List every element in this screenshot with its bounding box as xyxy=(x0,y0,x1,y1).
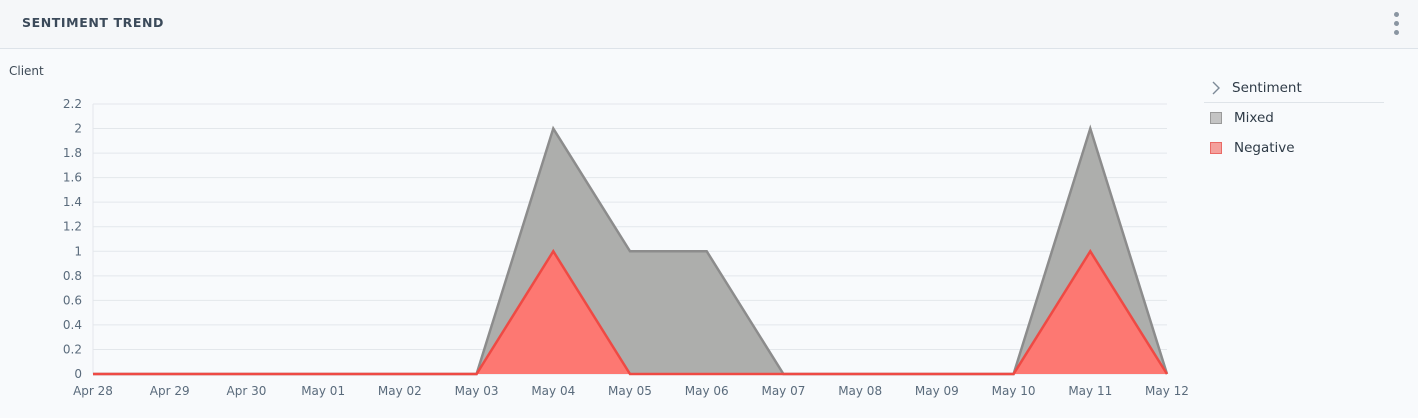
legend-toggle[interactable]: Sentiment xyxy=(1204,74,1384,103)
legend-swatch-mixed xyxy=(1210,112,1222,124)
legend-item-mixed[interactable]: Mixed xyxy=(1204,103,1384,133)
y-tick-label: 0.6 xyxy=(63,293,82,307)
y-tick-label: 1.4 xyxy=(63,195,82,209)
x-tick-label: Apr 29 xyxy=(150,384,190,398)
legend: Sentiment Mixed Negative xyxy=(1204,74,1384,163)
x-tick-label: May 06 xyxy=(685,384,729,398)
legend-swatch-negative xyxy=(1210,142,1222,154)
x-tick-label: May 02 xyxy=(378,384,422,398)
x-tick-label: May 12 xyxy=(1145,384,1189,398)
sentiment-area-chart: 0 0.2 0.4 0.6 0.8 1 1.2 1.4 1.6 1.8 2 2.2 Apr 28 Apr… xyxy=(63,97,1189,398)
legend-label-mixed: Mixed xyxy=(1234,110,1274,126)
x-tick-label: May 09 xyxy=(915,384,959,398)
chevron-right-icon xyxy=(1212,81,1220,95)
legend-item-negative[interactable]: Negative xyxy=(1204,133,1384,163)
card-title: SENTIMENT TREND xyxy=(22,15,165,30)
x-tick-label: May 01 xyxy=(301,384,345,398)
y-tick-label: 1 xyxy=(74,244,82,258)
y-tick-label: 0.2 xyxy=(63,342,82,356)
legend-title: Sentiment xyxy=(1232,80,1302,96)
series-area-negative xyxy=(93,251,1167,374)
x-tick-label: May 04 xyxy=(531,384,575,398)
series-line-negative xyxy=(93,248,1169,376)
y-tick-label: 0 xyxy=(74,367,82,381)
x-tick-label: May 07 xyxy=(761,384,805,398)
x-tick-label: Apr 30 xyxy=(227,384,267,398)
x-tick-label: May 10 xyxy=(992,384,1036,398)
y-tick-label: 2.2 xyxy=(63,97,82,111)
card-header: SENTIMENT TREND xyxy=(0,0,1418,49)
kebab-menu-icon[interactable] xyxy=(1388,10,1404,38)
legend-label-negative: Negative xyxy=(1234,140,1295,156)
y-tick-label: 2 xyxy=(74,122,82,136)
x-tick-label: May 11 xyxy=(1068,384,1112,398)
y-tick-label: 1.6 xyxy=(63,171,82,185)
y-tick-label: 0.4 xyxy=(63,318,82,332)
y-tick-label: 0.8 xyxy=(63,269,82,283)
x-tick-label: Apr 28 xyxy=(73,384,113,398)
x-tick-label: May 03 xyxy=(455,384,499,398)
x-tick-label: May 08 xyxy=(838,384,882,398)
y-axis-label: Client xyxy=(9,64,44,78)
y-tick-label: 1.2 xyxy=(63,220,82,234)
y-tick-label: 1.8 xyxy=(63,146,82,160)
x-tick-label: May 05 xyxy=(608,384,652,398)
